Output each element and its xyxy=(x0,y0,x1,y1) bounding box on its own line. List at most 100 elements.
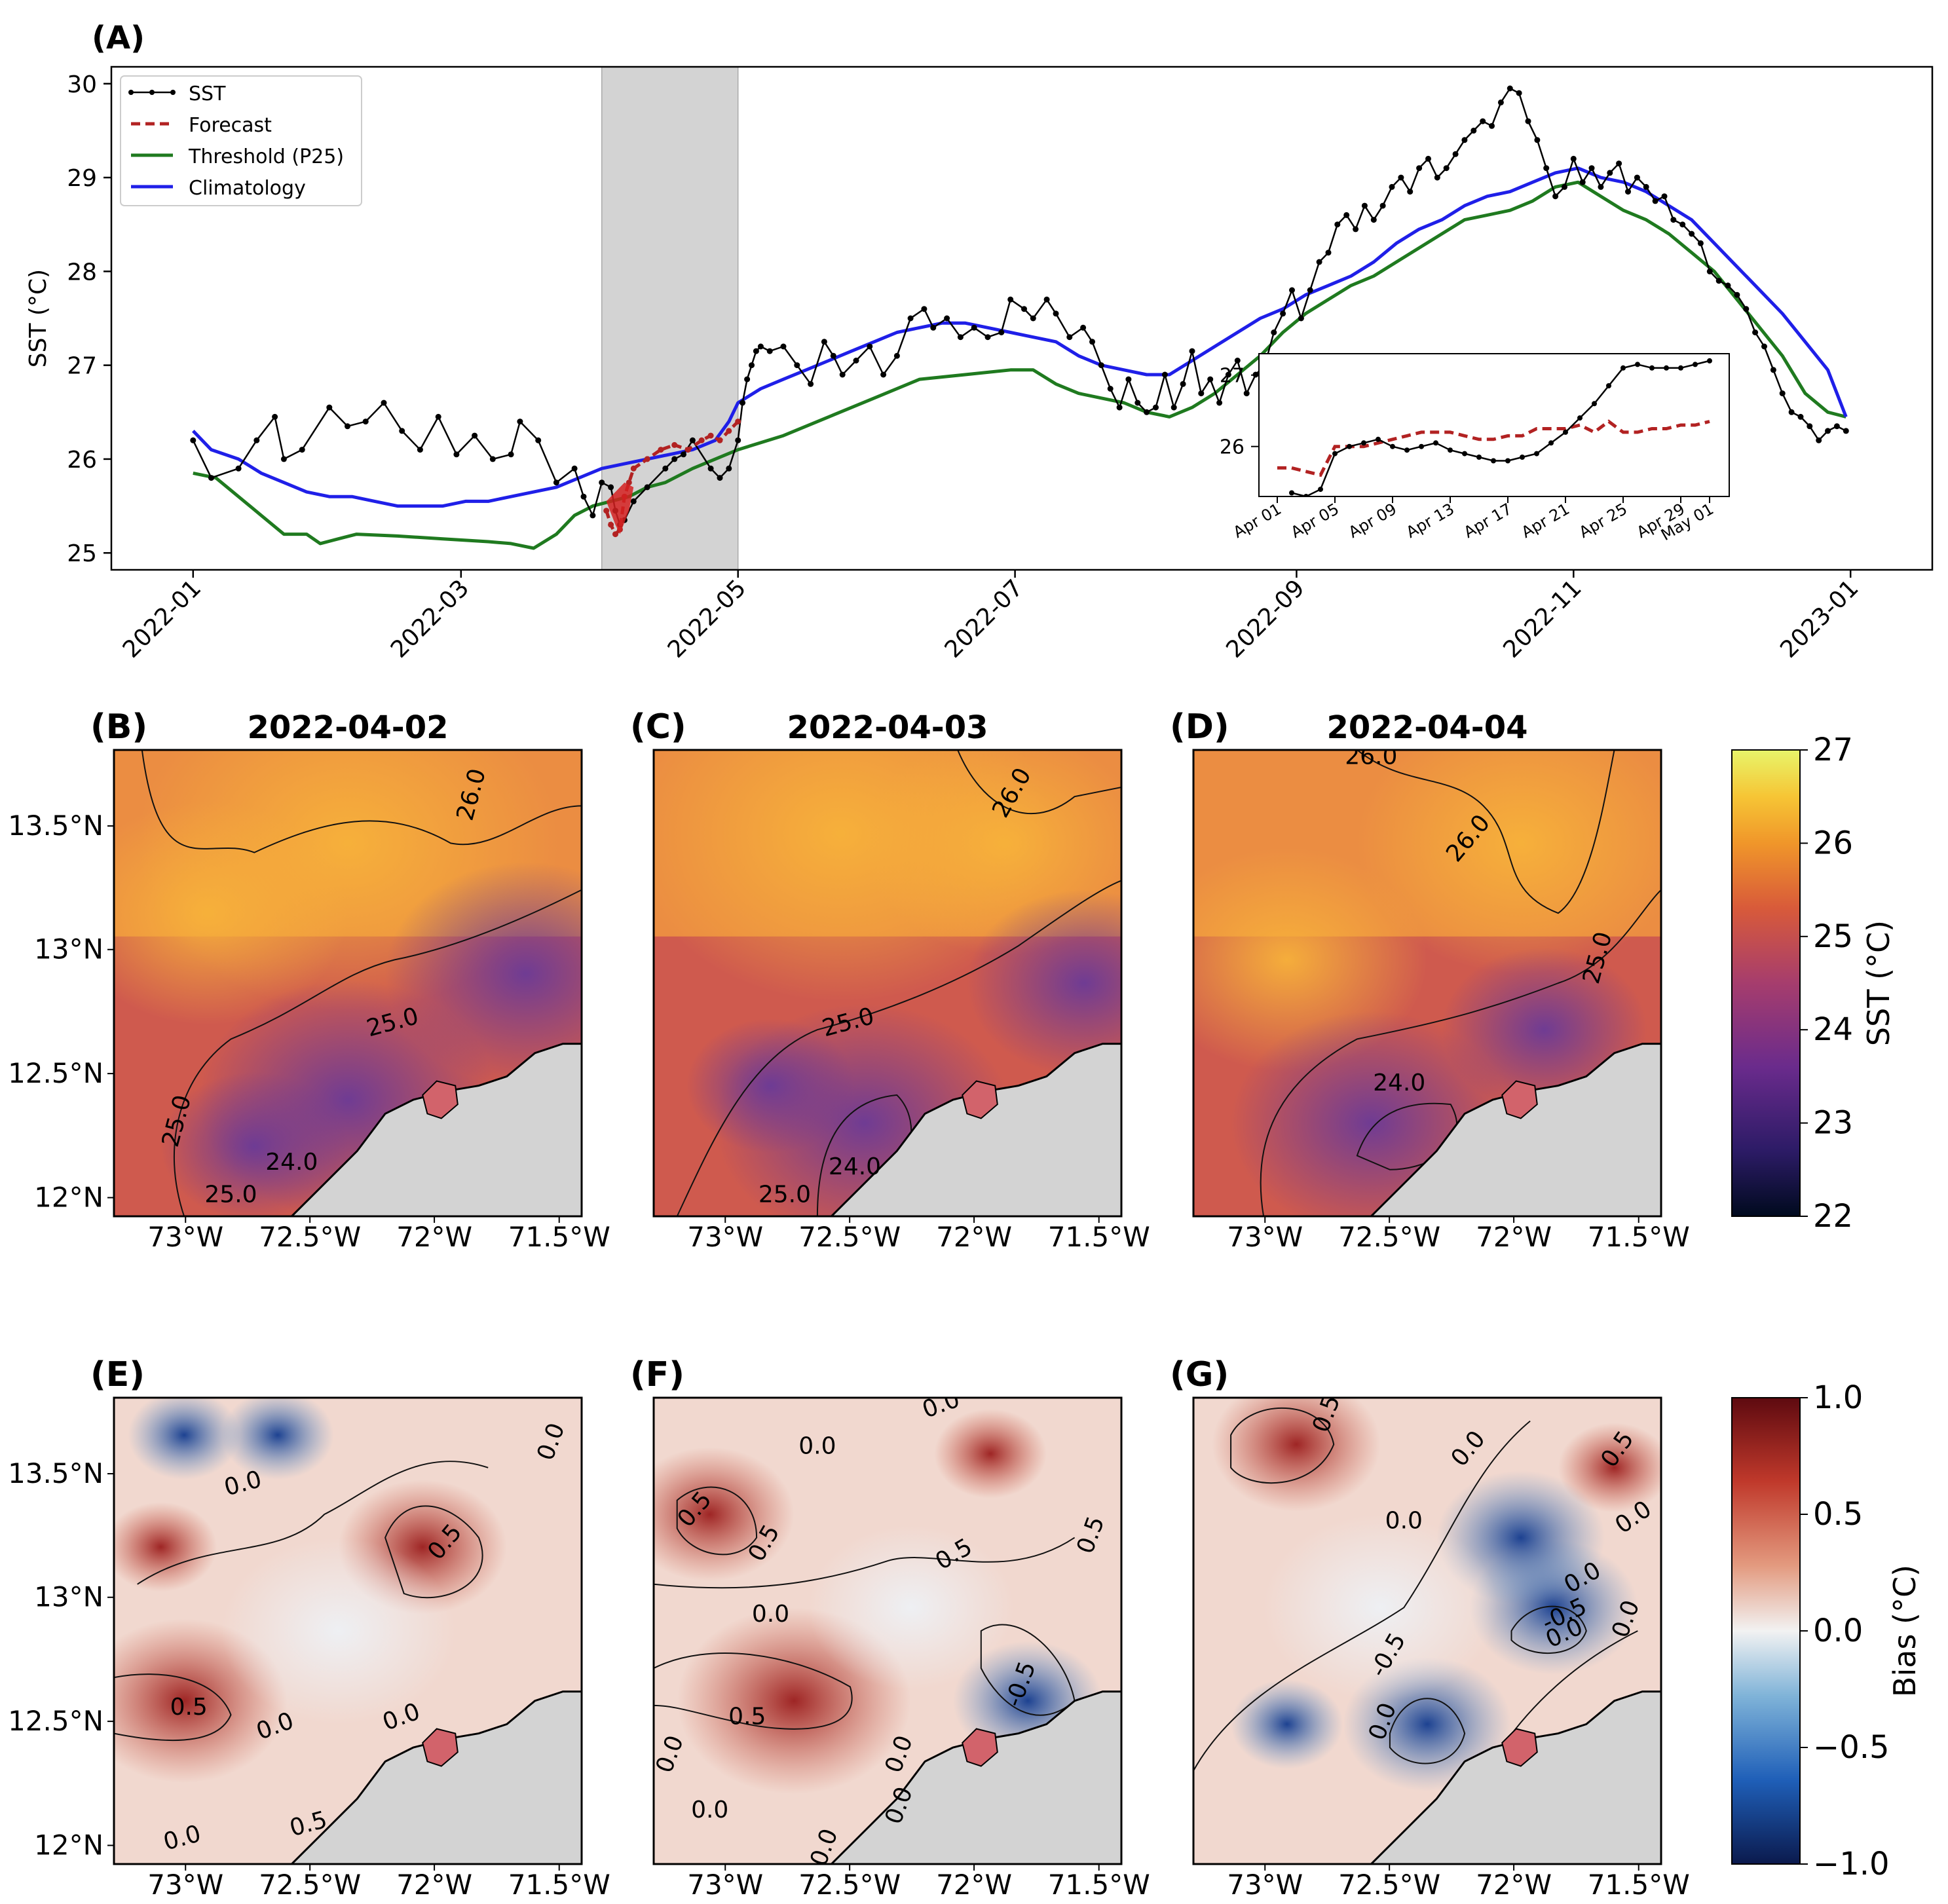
sst-point xyxy=(1353,226,1359,233)
lon-tick-label: 72°W xyxy=(1476,1869,1552,1901)
sst-point xyxy=(1189,348,1195,354)
lat-tick-label: 12°N xyxy=(34,1829,103,1861)
forecast-point xyxy=(707,432,714,439)
sst-point xyxy=(489,456,496,462)
inset-sst-point xyxy=(1376,436,1381,442)
sst-point xyxy=(1807,423,1813,430)
panel-title: 2022-04-04 xyxy=(1326,709,1527,746)
sst-point xyxy=(417,447,423,453)
contour-label: 24.0 xyxy=(265,1149,318,1176)
colorbar-tick-label: 1.0 xyxy=(1813,1379,1863,1416)
contour-label: 24.0 xyxy=(829,1153,881,1180)
sst-point xyxy=(671,456,678,462)
contour-line xyxy=(676,880,1121,1216)
sst-point xyxy=(1634,174,1640,181)
sst-point xyxy=(508,451,514,458)
sst-point xyxy=(1307,287,1313,293)
inset-sst-point xyxy=(1548,440,1554,446)
field-blob xyxy=(1231,1679,1343,1769)
lon-tick-label: 72°W xyxy=(396,1221,472,1253)
y-tick-label: 27 xyxy=(67,353,97,380)
inset-sst-point xyxy=(1606,383,1611,388)
sst-point xyxy=(1053,310,1059,317)
sst-point xyxy=(1652,198,1658,204)
forecast-point xyxy=(612,531,618,538)
sst-point xyxy=(735,437,741,443)
sst-point xyxy=(726,465,732,472)
contour-line xyxy=(1260,889,1661,1216)
sst-point xyxy=(553,479,559,486)
sst-point xyxy=(1080,324,1087,331)
colorbar-tick-label: −1.0 xyxy=(1813,1846,1890,1882)
sst-point xyxy=(326,404,333,411)
contour-line xyxy=(141,750,582,853)
map-panel: 0.00.00.50.50.0 0.00.0 0.5 73°W 72.5°W 72°W 71… xyxy=(8,1355,610,1901)
map-frame xyxy=(652,1396,1123,1865)
inset-sst-point xyxy=(1347,443,1352,449)
legend-label-forecast: Forecast xyxy=(189,114,272,137)
sst-point xyxy=(1116,404,1123,411)
forecast-point xyxy=(698,437,705,443)
sst-point xyxy=(780,343,787,350)
inset-sst-point xyxy=(1649,365,1655,371)
sst-point xyxy=(1107,386,1114,392)
inset-sst-point xyxy=(1664,365,1669,371)
panel-label: (F) xyxy=(630,1355,684,1394)
map-frame xyxy=(652,749,1123,1218)
sst-point xyxy=(190,437,197,443)
lon-tick-label: 73°W xyxy=(687,1221,763,1253)
sst-point xyxy=(808,381,814,387)
field-blob xyxy=(221,1537,456,1725)
lon-tick-label: 71.5°W xyxy=(1588,1221,1690,1253)
sst-point xyxy=(1761,343,1767,350)
sst-point xyxy=(299,447,305,453)
panel-label: (B) xyxy=(90,707,147,747)
map-field: 26.025.024.025.0 xyxy=(654,750,1121,1216)
sst-point xyxy=(472,432,478,439)
sst-point xyxy=(1625,189,1631,195)
map-field: 0.50.0 0.50.0 0.00.0-0.5 0.0-0.5 0.00.0 xyxy=(1193,1398,1661,1864)
colorbar-tick-label: 25 xyxy=(1813,918,1853,955)
sst-point xyxy=(1752,329,1759,335)
contour-line xyxy=(1193,1420,1531,1772)
lat-tick-label: 13.5°N xyxy=(8,810,103,842)
sst-point xyxy=(644,484,650,491)
sst-point xyxy=(1570,155,1577,162)
lon-tick-label: 72°W xyxy=(396,1869,472,1901)
inset-sst-point xyxy=(1491,458,1496,464)
forecast-point xyxy=(658,447,664,453)
lon-tick-label: 72.5°W xyxy=(1338,1221,1440,1253)
sst-point xyxy=(1171,404,1177,411)
sst-point xyxy=(1643,183,1649,190)
sst-point xyxy=(1325,250,1332,256)
colorbar-tick-label: 0.0 xyxy=(1813,1613,1863,1649)
map-field: 0.00.00.50.5 0.5 0.50.0-0.50.50.0 0.00.00.0… xyxy=(654,1398,1121,1864)
sst-point xyxy=(930,324,937,331)
map-panel: 26.025.025.024.025.073°W 72.5°W 72°W 71.5°W… xyxy=(8,707,610,1253)
sst-point xyxy=(1207,376,1214,383)
contour-line xyxy=(1356,1102,1458,1170)
island xyxy=(1501,1080,1538,1119)
sst-point xyxy=(1280,310,1286,317)
sst-point xyxy=(984,334,991,341)
legend-label-sst: SST xyxy=(189,83,226,105)
sst-point xyxy=(957,334,964,341)
lat-tick-label: 12°N xyxy=(34,1182,103,1214)
sst-point xyxy=(753,348,759,354)
lon-tick-label: 73°W xyxy=(147,1869,223,1901)
sst-point xyxy=(1833,423,1840,430)
sst-point xyxy=(1588,165,1595,172)
map-panel: 0.50.0 0.50.0 0.00.0-0.5 0.0-0.5 0.00.0 73°W 7… xyxy=(1170,1355,1690,1901)
lon-tick-label: 71.5°W xyxy=(1588,1869,1690,1901)
sst-point xyxy=(1480,118,1486,124)
sst-point xyxy=(280,456,287,462)
colorbar-tick-label: 27 xyxy=(1813,732,1853,768)
contour-label: 0.5 xyxy=(728,1703,766,1730)
lon-tick-label: 73°W xyxy=(687,1869,763,1901)
contour-line xyxy=(173,889,582,1216)
land-mask xyxy=(290,1043,582,1216)
bias-colorbar: 1.0 0.5 0.0 −0.5 −1.0 Bias (°C) xyxy=(1731,1379,1922,1882)
contour-label: 0.5 xyxy=(170,1694,208,1721)
contour-label: 0.0 xyxy=(752,1601,789,1628)
map-field: 26.025.025.024.025.0 xyxy=(114,750,582,1216)
